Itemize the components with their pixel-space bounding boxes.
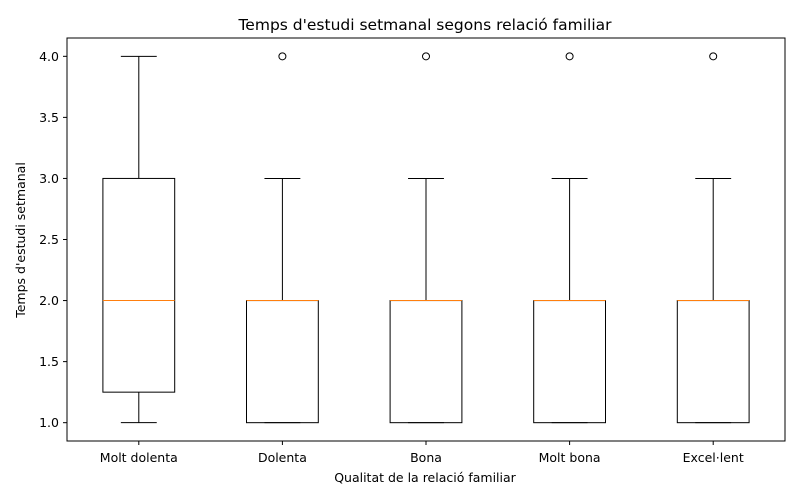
box-5 xyxy=(676,52,750,424)
box-iqr xyxy=(533,300,607,424)
box-series xyxy=(102,52,750,424)
x-tick-label: Bona xyxy=(410,450,442,465)
box-iqr xyxy=(676,300,750,424)
x-tick-label: Excel·lent xyxy=(683,450,744,465)
box-iqr xyxy=(389,300,463,424)
y-axis: 1.0 1.5 2.0 2.5 3.0 3.5 4.0 xyxy=(39,49,67,430)
y-tick-label: 4.0 xyxy=(39,49,59,64)
y-tick-label: 3.5 xyxy=(39,110,59,125)
x-tick-label: Molt bona xyxy=(539,450,601,465)
box-4 xyxy=(533,52,607,424)
box-1 xyxy=(102,55,176,424)
x-tick-label: Molt dolenta xyxy=(100,450,178,465)
box-3 xyxy=(389,52,463,424)
y-axis-label: Temps d'estudi setmanal xyxy=(13,162,28,319)
outlier-point xyxy=(422,52,430,61)
y-tick-label: 2.0 xyxy=(39,293,59,308)
outlier-point xyxy=(565,52,574,61)
x-axis: Molt dolenta Dolenta Bona Molt bona Excel·le… xyxy=(100,441,744,465)
x-tick-label: Dolenta xyxy=(258,450,307,465)
y-tick-label: 1.5 xyxy=(39,354,59,369)
y-tick-label: 2.5 xyxy=(39,232,59,247)
y-tick-label: 1.0 xyxy=(39,415,59,430)
chart-title: Temps d'estudi setmanal segons relació f… xyxy=(237,16,612,34)
outlier-point xyxy=(278,52,287,61)
x-axis-label: Qualitat de la relació familiar xyxy=(334,470,516,485)
outlier-point xyxy=(709,52,718,61)
box-iqr xyxy=(102,177,176,393)
box-iqr xyxy=(246,300,319,424)
box-2 xyxy=(246,52,319,424)
y-tick-label: 3.0 xyxy=(39,171,59,186)
